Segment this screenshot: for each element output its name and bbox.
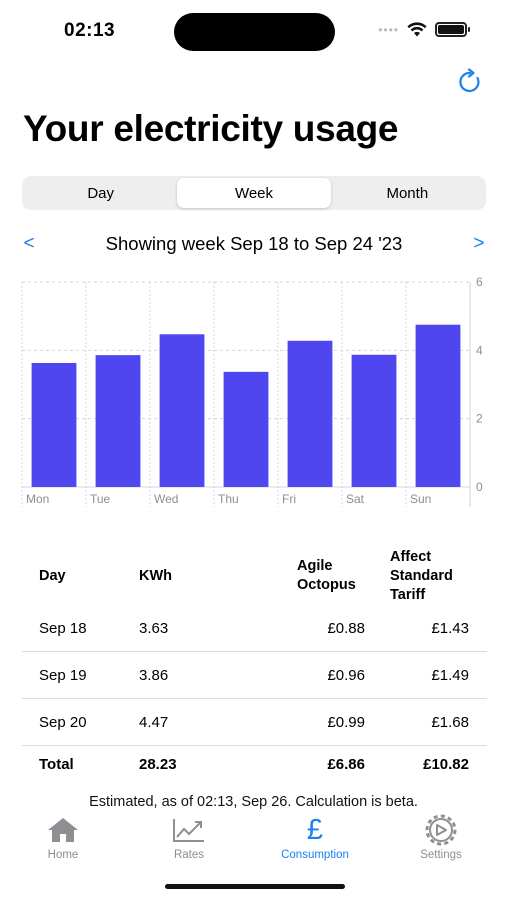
x-tick-label: Wed — [154, 492, 178, 506]
tab-rates[interactable]: Rates — [126, 815, 252, 867]
tab-consumption-label: Consumption — [281, 849, 349, 861]
table-row: Sep 19 3.86 £0.96 £1.49 — [22, 652, 487, 699]
tab-consumption[interactable]: £ Consumption — [252, 815, 378, 867]
cell-kwh: 4.47 — [139, 713, 169, 731]
estimate-footnote: Estimated, as of 02:13, Sep 26. Calculat… — [89, 794, 418, 810]
x-tick-label: Thu — [218, 492, 239, 506]
bar-mon — [31, 362, 77, 487]
tab-settings-label: Settings — [420, 849, 462, 861]
header-standard-tariff: Affect Standard Tariff — [390, 548, 453, 603]
cell-day: Sep 18 — [39, 619, 87, 637]
wifi-icon — [407, 22, 427, 37]
dynamic-island — [174, 13, 335, 51]
x-tick-label: Mon — [26, 492, 49, 506]
bar-sun — [415, 324, 461, 487]
bar-tue — [95, 355, 141, 487]
refresh-icon[interactable] — [455, 67, 485, 97]
x-tick-label: Fri — [282, 492, 296, 506]
gear-icon — [425, 814, 457, 846]
week-navigation: < Showing week Sep 18 to Sep 24 '23 > — [18, 230, 490, 258]
usage-table: Day KWh Agile Octopus Affect Standard Ta… — [22, 547, 487, 782]
x-tick-label: Sun — [410, 492, 431, 506]
total-agile: £6.86 — [327, 755, 365, 773]
segment-day[interactable]: Day — [87, 184, 114, 202]
cell-kwh: 3.86 — [139, 666, 169, 684]
cell-agile: £0.96 — [327, 666, 365, 684]
cell-standard: £1.43 — [431, 619, 469, 637]
table-row: Sep 18 3.63 £0.88 £1.43 — [22, 605, 487, 652]
battery-icon — [435, 22, 470, 37]
y-tick-label: 4 — [476, 343, 483, 357]
bar-sat — [351, 354, 397, 487]
tab-bar: Home Rates £ Consumption Settings — [0, 814, 507, 867]
tab-home[interactable]: Home — [0, 815, 126, 867]
table-header: Day KWh Agile Octopus Affect Standard Ta… — [22, 547, 487, 605]
cell-day: Sep 19 — [39, 666, 87, 684]
bar-fri — [287, 340, 333, 487]
usage-bar-chart: Mon Tue Wed Thu Fri Sat Sun 0 2 4 6 — [21, 276, 483, 507]
next-week-button[interactable]: > — [473, 233, 485, 254]
week-label: Showing week Sep 18 to Sep 24 '23 — [105, 233, 403, 254]
house-icon — [48, 818, 78, 842]
header-agile-octopus: Agile Octopus — [297, 558, 356, 593]
cell-standard: £1.49 — [431, 666, 469, 684]
status-icons: •••• — [378, 22, 470, 37]
table-total-row: Total 28.23 £6.86 £10.82 — [22, 746, 487, 782]
total-kwh: 28.23 — [139, 755, 177, 773]
cell-kwh: 3.63 — [139, 619, 169, 637]
status-time: 02:13 — [64, 20, 116, 41]
pound-icon: £ — [306, 814, 324, 846]
page-title: Your electricity usage — [23, 108, 399, 149]
y-tick-label: 0 — [476, 480, 483, 494]
bar-wed — [159, 334, 205, 487]
tab-home-label: Home — [47, 849, 79, 861]
tab-settings[interactable]: Settings — [378, 814, 504, 867]
y-tick-label: 2 — [476, 412, 483, 426]
segment-week[interactable]: Week — [177, 178, 331, 208]
chart-line-icon — [173, 819, 204, 842]
y-tick-label: 6 — [476, 276, 483, 289]
cell-agile: £0.99 — [327, 713, 365, 731]
total-label: Total — [39, 755, 74, 773]
cell-standard: £1.68 — [431, 713, 469, 731]
x-tick-label: Tue — [90, 492, 111, 506]
total-standard: £10.82 — [423, 755, 469, 773]
x-tick-label: Sat — [346, 492, 365, 506]
cell-day: Sep 20 — [39, 713, 87, 731]
header-kwh: KWh — [139, 568, 173, 584]
table-row: Sep 20 4.47 £0.99 £1.68 — [22, 699, 487, 746]
header-day: Day — [39, 568, 66, 584]
tab-rates-label: Rates — [173, 849, 205, 861]
segment-month[interactable]: Month — [386, 184, 429, 202]
bar-thu — [223, 371, 269, 487]
signal-icon: •••• — [378, 22, 399, 37]
previous-week-button[interactable]: < — [23, 233, 35, 254]
cell-agile: £0.88 — [327, 619, 365, 637]
period-segmented-control: Day Week Month — [22, 176, 486, 210]
home-indicator — [165, 884, 345, 889]
